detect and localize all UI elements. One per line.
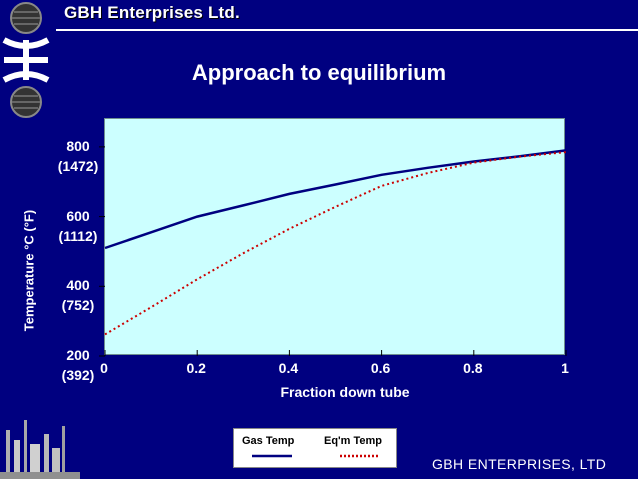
y-tick-value: 400 (66, 277, 90, 294)
company-logo-icon (2, 2, 50, 118)
series-gas-temp-line (104, 149, 567, 250)
x-tick-label: 0.8 (463, 360, 483, 376)
x-axis-label: Fraction down tube (280, 384, 410, 400)
x-tick-label: 1 (561, 360, 569, 376)
x-tick-label: 0.6 (370, 360, 391, 376)
x-tick-label: 0.2 (186, 360, 206, 376)
legend-swatches (252, 454, 378, 458)
y-tick-value: 200 (66, 347, 90, 363)
plot-area (99, 118, 567, 357)
y-tick-fahrenheit: (392) (61, 367, 95, 383)
y-tick-label: 800 (1472) (48, 136, 108, 176)
y-tick-label: 400 (752) (48, 275, 108, 315)
legend-eqm-temp-label: Eq'm Temp (324, 435, 383, 447)
line-chart (99, 146, 567, 357)
x-tick-label: 0 (100, 360, 108, 376)
y-axis-label: Temperature °C (°F) (21, 209, 37, 332)
y-tick-label: 200 (392) (48, 345, 108, 385)
y-tick-fahrenheit: (752) (61, 297, 95, 314)
chart-title: Approach to equilibrium (191, 60, 447, 85)
header-divider (56, 29, 638, 31)
footer-text: GBH ENTERPRISES, LTD (432, 456, 607, 472)
legend-gas-temp-label: Gas Temp (242, 435, 295, 447)
y-tick-fahrenheit: (1472) (57, 157, 99, 174)
series-eqm-temp-line (104, 151, 567, 336)
refinery-icon (0, 420, 80, 479)
legend: Gas Temp Eq'm Temp (233, 428, 397, 468)
brand-name: GBH Enterprises Ltd. (64, 3, 240, 22)
y-tick-fahrenheit: (1112) (58, 227, 98, 244)
y-tick-value: 600 (66, 207, 90, 224)
y-tick-label: 600 (1112) (48, 206, 108, 246)
y-tick-value: 800 (66, 137, 90, 154)
x-tick-label: 0.4 (278, 360, 299, 376)
